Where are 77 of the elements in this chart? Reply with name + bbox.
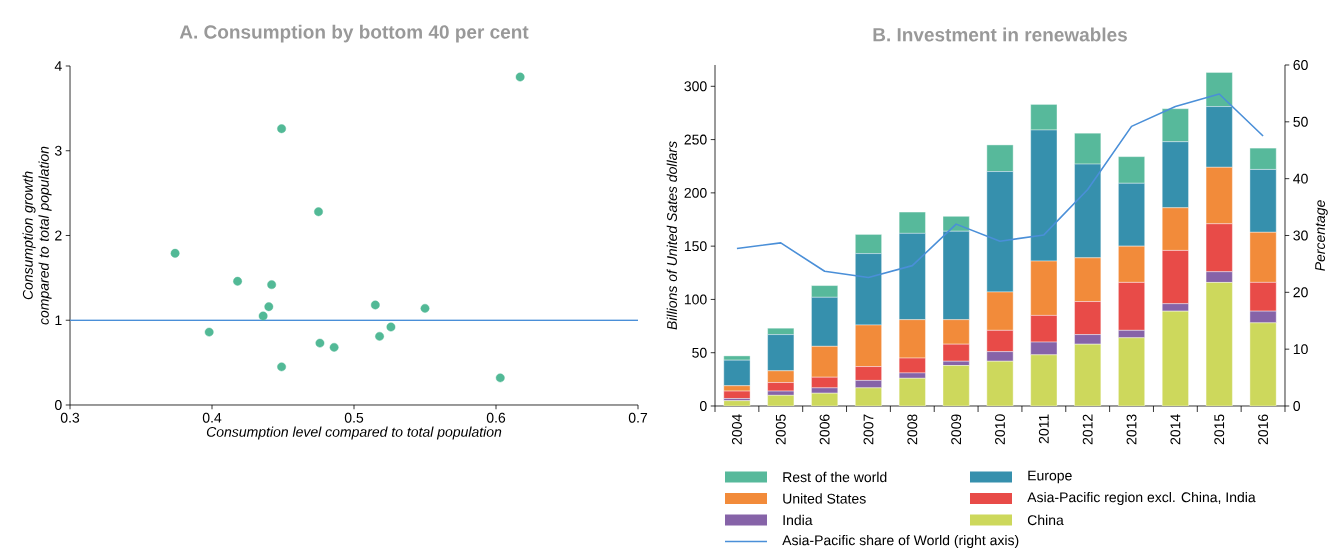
x-tick-label: 2011 (1038, 414, 1049, 444)
y-tick-label: 50 (692, 347, 707, 358)
y-tick-label: 3 (54, 145, 62, 156)
x-tick-label: 2006 (819, 414, 830, 445)
x-axis-title: Consumption level compared to total population (206, 426, 502, 440)
x-tick-label: 2014 (1170, 414, 1181, 445)
y-tick-label: 250 (684, 134, 707, 145)
legend-label: India (783, 514, 813, 526)
bar (1118, 337, 1145, 406)
y-tick-label: 300 (684, 81, 707, 92)
y2-tick-label: 60 (1293, 60, 1308, 70)
bar (723, 359, 751, 386)
legend-label: Asia-Pacific region excl. China, India (1027, 491, 1256, 506)
point (315, 338, 325, 348)
legend-label: Europe (1028, 470, 1072, 484)
bar (942, 365, 970, 406)
x-tick-label: 2008 (907, 414, 918, 445)
x-tick-label: 2012 (1082, 414, 1093, 445)
point (204, 327, 214, 337)
legend-label: Rest of the world (783, 471, 887, 483)
bar (1074, 343, 1102, 406)
legend-label: Asia-Pacific share of World (right axis) (782, 534, 1019, 549)
y-tick-label: 4 (54, 61, 62, 71)
point (264, 302, 274, 312)
y-tick-label: 200 (684, 187, 707, 198)
point (386, 322, 396, 332)
x-tick-label: 0.4 (202, 412, 222, 423)
y-tick-label: 100 (684, 294, 707, 305)
y2-tick-label: 40 (1293, 173, 1308, 184)
x-tick-label: 0.6 (486, 412, 506, 423)
line-series (736, 93, 1264, 279)
chart-title: B. Investment in renewables (873, 27, 1127, 42)
x-tick-label: 2005 (775, 414, 786, 445)
y-axis-title: Consumption growth compared to total population (22, 146, 52, 325)
point (267, 280, 277, 290)
y2-tick-label: 10 (1293, 344, 1308, 355)
y2-tick-label: 30 (1293, 230, 1308, 241)
y-tick-label: 2 (55, 230, 62, 241)
y-tick-label: 0 (54, 400, 62, 410)
x-tick-label: 0.3 (60, 412, 80, 423)
y2-tick-label: 50 (1293, 116, 1308, 127)
x-tick-label: 2010 (995, 414, 1005, 445)
point (314, 207, 323, 217)
point (515, 72, 525, 82)
y-tick-label: 150 (684, 241, 707, 252)
point (233, 276, 242, 286)
point (277, 362, 286, 372)
point (170, 248, 180, 258)
bar (1249, 322, 1277, 406)
x-tick-label: 2016 (1258, 414, 1269, 445)
x-tick-label: 0.7 (628, 412, 648, 423)
bar (986, 361, 1014, 406)
y-axis-title: Billions of United Sates dollars (666, 141, 677, 330)
x-tick-label: 2004 (731, 414, 742, 445)
point (420, 303, 430, 313)
x-tick-label: 0.5 (344, 412, 364, 423)
point (375, 331, 384, 341)
bar (1205, 282, 1233, 406)
x-tick-label: 2007 (863, 414, 874, 445)
point (495, 373, 505, 383)
y2-axis-title: Percentage (1315, 200, 1328, 271)
y2-tick-label: 0 (1293, 401, 1301, 411)
bar (1030, 354, 1058, 406)
y-tick-label: 0 (699, 401, 707, 411)
x-tick-label: 2009 (951, 414, 962, 445)
y2-tick-label: 20 (1293, 287, 1308, 298)
point (258, 311, 268, 321)
point (370, 300, 380, 310)
point (329, 342, 339, 352)
bar (1162, 310, 1189, 406)
chart-title: A. Consumption by bottom 40 per cent (179, 24, 529, 43)
y-tick-label: 1 (55, 315, 62, 326)
x-tick-label: 2015 (1214, 414, 1225, 445)
x-tick-label: 2013 (1126, 414, 1137, 445)
point (277, 124, 286, 134)
legend-label: United States (783, 493, 866, 504)
legend-label: China (1027, 514, 1064, 526)
